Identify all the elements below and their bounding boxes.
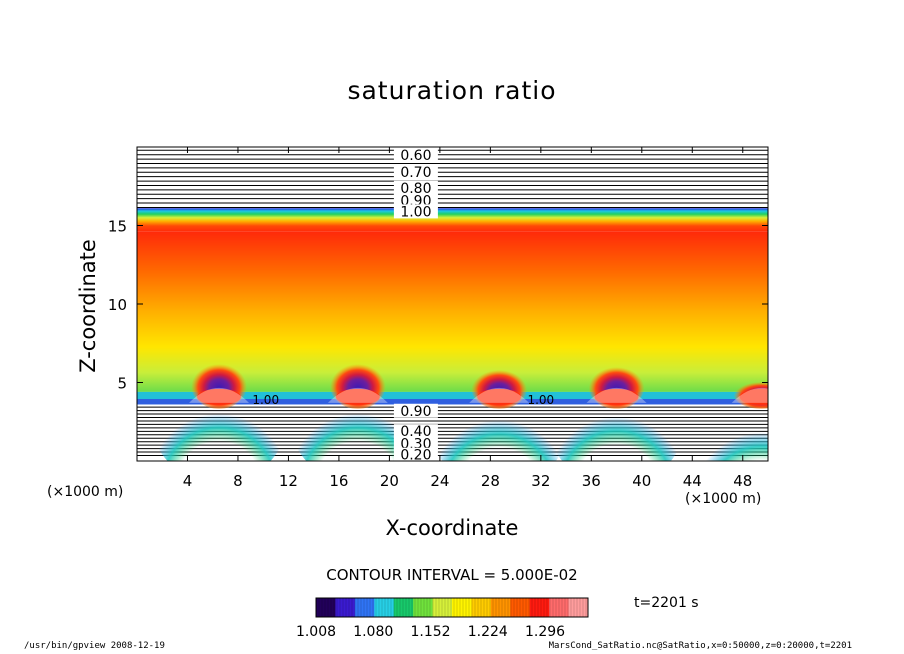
contour-label-bg bbox=[393, 424, 438, 439]
plume-core bbox=[477, 388, 522, 405]
colorbar-swatch bbox=[510, 598, 531, 617]
saturation-band-top bbox=[137, 208, 768, 232]
colorbar-swatch bbox=[529, 598, 550, 617]
footer-left: /usr/bin/gpview 2008-12-19 bbox=[24, 641, 165, 651]
x-tick-label: 48 bbox=[733, 472, 752, 490]
contour-label-bg bbox=[393, 436, 438, 451]
colorbar-swatch bbox=[354, 598, 375, 617]
contour-interval-label: CONTOUR INTERVAL = 5.000E-02 bbox=[326, 566, 578, 584]
colorbar-tick-label: 1.152 bbox=[410, 624, 450, 640]
y-tick-label: 15 bbox=[108, 218, 127, 236]
colorbar-swatch bbox=[490, 598, 511, 617]
contour-label-bg bbox=[393, 180, 438, 195]
colorbar-swatch bbox=[549, 598, 570, 617]
x-axis-label: X-coordinate bbox=[385, 516, 519, 540]
colorbar-swatch bbox=[568, 598, 589, 617]
plume-core bbox=[197, 388, 242, 405]
x-tick-label: 28 bbox=[481, 472, 500, 490]
contour-label: 0.80 bbox=[400, 181, 431, 197]
colorbar-tick-label: 1.296 bbox=[525, 624, 565, 640]
contour-label-bg bbox=[393, 403, 438, 418]
colorbar-swatch bbox=[452, 598, 472, 617]
colorbar-swatch bbox=[432, 598, 453, 617]
plume-wisp bbox=[189, 387, 250, 403]
contour-label-bg bbox=[393, 447, 438, 461]
contour-label-bg bbox=[393, 193, 438, 208]
contour-label: 1.00 bbox=[400, 204, 431, 220]
y-tick-label: 10 bbox=[108, 296, 127, 314]
contour-label: 0.60 bbox=[400, 148, 431, 164]
colorbar-swatch bbox=[335, 598, 356, 617]
colorbar-tick-label: 1.008 bbox=[296, 624, 336, 640]
plume-wisp bbox=[731, 388, 768, 403]
plume-wisp bbox=[327, 387, 388, 403]
colorbar-swatch bbox=[393, 598, 414, 617]
colorbar-tick-label: 1.224 bbox=[468, 624, 508, 640]
contour-label-inline: 1.00 bbox=[527, 393, 554, 407]
x-tick-label: 40 bbox=[632, 472, 651, 490]
contour-label: 0.20 bbox=[400, 448, 431, 464]
colorbar-swatch bbox=[471, 598, 492, 617]
colorbar-swatch bbox=[316, 598, 336, 617]
time-label: t=2201 s bbox=[634, 595, 699, 611]
colorbar-frame bbox=[315, 597, 589, 618]
x-tick-label: 4 bbox=[183, 472, 193, 490]
x-tick-label: 16 bbox=[329, 472, 348, 490]
contour-label-bg bbox=[393, 165, 438, 180]
x-tick-label: 36 bbox=[582, 472, 601, 490]
plume-wisp bbox=[469, 387, 530, 403]
x-unit-label-left: (×1000 m) bbox=[47, 484, 124, 500]
plume-core bbox=[594, 388, 639, 405]
plume-wisp bbox=[586, 387, 647, 403]
contour-label: 0.70 bbox=[400, 165, 431, 181]
colorbar-tick-label: 1.080 bbox=[353, 624, 393, 640]
x-tick-label: 12 bbox=[279, 472, 298, 490]
contour-label: 0.90 bbox=[400, 404, 431, 420]
chart-title: saturation ratio bbox=[347, 76, 557, 105]
colorbar-swatch bbox=[374, 598, 395, 617]
x-tick-label: 24 bbox=[430, 472, 449, 490]
contour-label-bg bbox=[393, 204, 438, 219]
y-tick-label: 5 bbox=[117, 375, 127, 393]
footer-right: MarsCond_SatRatio.nc@SatRatio,x=0:50000,… bbox=[548, 641, 852, 651]
colorbar-swatch bbox=[413, 598, 434, 617]
x-tick-label: 20 bbox=[380, 472, 399, 490]
contour-label: 0.40 bbox=[400, 424, 431, 440]
x-unit-label-right: (×1000 m) bbox=[685, 491, 762, 507]
contour-label-bg bbox=[393, 147, 438, 162]
plume-core bbox=[335, 388, 380, 405]
x-tick-label: 8 bbox=[233, 472, 243, 490]
x-tick-label: 32 bbox=[531, 472, 550, 490]
x-tick-label: 44 bbox=[683, 472, 702, 490]
plume-core bbox=[739, 388, 768, 405]
contour-label-inline: 1.00 bbox=[252, 393, 279, 407]
